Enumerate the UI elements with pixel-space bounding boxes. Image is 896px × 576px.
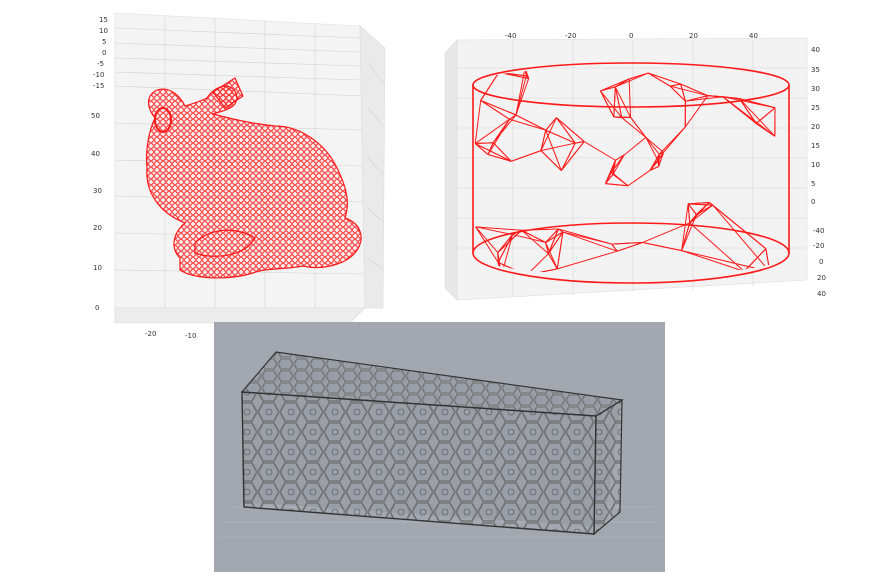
z-tick-label: 30 (93, 187, 102, 195)
y-tick-label: 20 (817, 274, 826, 282)
x-tick-label: -20 (565, 32, 576, 40)
z-tick-label: 15 (811, 142, 820, 150)
z-tick-label: 20 (93, 224, 102, 232)
z-tick-label: 20 (811, 123, 820, 131)
y-tick-label: -20 (813, 242, 824, 250)
z-tick-label: 5 (811, 180, 815, 188)
y-tick-label: -10 (93, 71, 104, 79)
x-tick-label: -10 (185, 332, 196, 340)
x-tick-label: -20 (145, 330, 156, 338)
bunny-mesh-plot: 15 10 5 0 -5 -10 -15 50 40 30 20 10 0 -2… (85, 8, 405, 348)
x-tick-label: 40 (749, 32, 758, 40)
axes-side-pane (445, 40, 457, 300)
z-tick-label: 10 (93, 264, 102, 272)
y-tick-label: 0 (102, 49, 106, 57)
axes-floor-pane (115, 308, 365, 323)
y-tick-label: -40 (813, 227, 824, 235)
z-tick-label: 50 (91, 112, 100, 120)
z-tick-label: 30 (811, 85, 820, 93)
z-tick-label: 40 (91, 150, 100, 158)
foam-block-render (214, 322, 665, 572)
z-tick-label: 0 (811, 198, 815, 206)
z-tick-label: 35 (811, 66, 820, 74)
bunny-plot-svg: 15 10 5 0 -5 -10 -15 50 40 30 20 10 0 -2… (85, 8, 405, 348)
foam-render-svg (214, 322, 665, 572)
foam-block (242, 352, 622, 534)
y-tick-label: 40 (817, 290, 826, 298)
cylinder-lattice-plot: -40 -20 0 20 40 40 35 30 25 20 15 10 5 0… (425, 28, 845, 308)
z-tick-label: 25 (811, 104, 820, 112)
y-tick-label: -5 (97, 60, 104, 68)
x-tick-label: 20 (689, 32, 698, 40)
z-tick-label: 0 (95, 304, 99, 312)
y-tick-label: 10 (99, 27, 108, 35)
y-tick-label: -15 (93, 82, 104, 90)
y-tick-label: 0 (819, 258, 823, 266)
x-tick-label: 0 (629, 32, 633, 40)
z-tick-label: 10 (811, 161, 820, 169)
cylinder-plot-svg: -40 -20 0 20 40 40 35 30 25 20 15 10 5 0… (425, 28, 845, 308)
y-tick-label: 15 (99, 16, 108, 24)
x-tick-label: -40 (505, 32, 516, 40)
y-tick-label: 5 (102, 38, 106, 46)
z-tick-label: 40 (811, 46, 820, 54)
